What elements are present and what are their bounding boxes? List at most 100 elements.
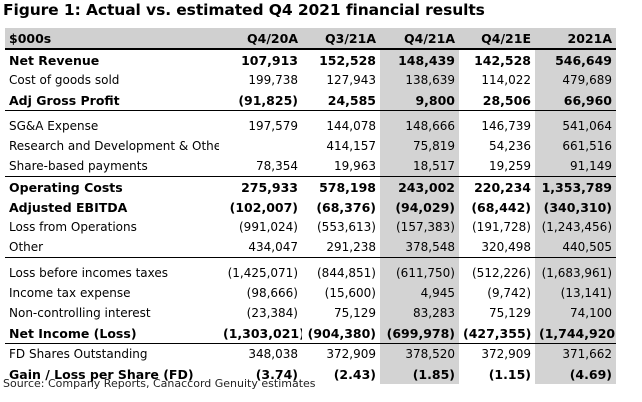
row-label: Loss before incomes taxes: [9, 265, 169, 280]
row-label: Adjusted EBITDA: [9, 199, 128, 215]
row-value: 142,528: [474, 52, 531, 68]
table-header-row: $000s Q4/20A Q3/21A Q4/21A Q4/21E 2021A: [5, 28, 616, 50]
row-value: 372,909: [326, 346, 376, 361]
row-value: 440,505: [535, 237, 616, 258]
row-value: (3.74): [255, 366, 298, 382]
row-value: 78,354: [256, 158, 298, 173]
header-col-2021a: 2021A: [535, 28, 616, 50]
row-value: 148,666: [380, 110, 459, 136]
row-value: 546,649: [535, 49, 616, 70]
row-value: 348,038: [248, 346, 298, 361]
row-value: 4,945: [380, 283, 459, 303]
row-value: 24,585: [302, 90, 380, 111]
header-col-q321a: Q3/21A: [302, 28, 380, 50]
row-label: Net Income (Loss): [5, 323, 219, 344]
row-value: (904,380): [302, 323, 380, 344]
row-value: (91,825): [219, 90, 302, 111]
row-value: (2.43): [333, 366, 376, 382]
row-value: 28,506: [459, 90, 535, 111]
row-value: (68,442): [471, 199, 531, 215]
row-label: SG&A Expense: [9, 118, 99, 133]
row-value: 144,078: [326, 118, 376, 133]
row-value: 138,639: [380, 70, 459, 90]
row-value: (427,355): [459, 323, 535, 344]
row-value: 19,963: [334, 158, 376, 173]
row-value: (512,226): [472, 265, 531, 280]
row-value: (699,978): [380, 323, 459, 344]
figure-title: Figure 1: Actual vs. estimated Q4 2021 f…: [3, 1, 485, 19]
row-value: 578,198: [302, 176, 380, 197]
row-value: (94,029): [380, 197, 459, 217]
row-value: (102,007): [229, 199, 298, 215]
row-value: 74,100: [535, 303, 616, 323]
row-label: Share-based payments: [9, 158, 148, 173]
row-value: (4.69): [535, 364, 616, 384]
row-value: 83,283: [380, 303, 459, 323]
row-value: 107,913: [241, 52, 298, 68]
table-row: Cost of goods sold 199,738 127,943 138,639 1…: [5, 70, 616, 90]
row-value: 18,517: [380, 156, 459, 177]
table-row: Loss from Operations (991,024) (553,613) (1…: [5, 217, 616, 237]
row-value: 479,689: [535, 70, 616, 90]
row-label: Research and Development & Other: [9, 138, 219, 153]
row-value: (1,303,021): [219, 323, 302, 344]
table-row: Research and Development & Other 414,157 7…: [5, 136, 616, 156]
row-value: (9,742): [487, 285, 531, 300]
row-value: 291,238: [302, 237, 380, 258]
row-label: Loss from Operations: [9, 219, 137, 234]
row-value: 146,739: [481, 118, 531, 133]
row-label: Net Revenue: [9, 52, 100, 68]
row-value: 320,498: [459, 237, 535, 258]
row-label: Income tax expense: [9, 285, 131, 300]
header-col-q420a: Q4/20A: [219, 28, 302, 50]
row-value: 197,579: [248, 118, 298, 133]
row-value: (1.15): [488, 366, 531, 382]
row-value: (340,310): [535, 197, 616, 217]
row-value: (1,683,961): [535, 257, 616, 283]
table-row: Operating Costs 275,933 578,198 243,002 220,…: [5, 176, 616, 197]
row-value: (191,728): [472, 219, 531, 234]
row-value: 378,520: [380, 343, 459, 364]
row-value: 1,353,789: [535, 176, 616, 197]
row-value: (98,666): [246, 285, 298, 300]
row-value: 148,439: [380, 49, 459, 70]
row-value: 199,738: [248, 72, 298, 87]
row-value: 75,129: [334, 305, 376, 320]
financial-results-table: $000s Q4/20A Q3/21A Q4/21A Q4/21E 2021A …: [5, 28, 616, 384]
row-value: (23,384): [246, 305, 298, 320]
row-value: 220,234: [459, 176, 535, 197]
table-row: Adjusted EBITDA (102,007) (68,376) (94,029)…: [5, 197, 616, 217]
table-row: FD Shares Outstanding 348,038 372,909 378,5…: [5, 343, 616, 364]
row-label: Operating Costs: [5, 176, 219, 197]
row-label: Gain / Loss per Share (FD): [9, 366, 194, 382]
row-value: (844,851): [317, 265, 376, 280]
row-value: 91,149: [535, 156, 616, 177]
row-value: 414,157: [326, 138, 376, 153]
row-value: 66,960: [535, 90, 616, 111]
row-label: Non-controlling interest: [9, 305, 151, 320]
row-value: (1,243,456): [535, 217, 616, 237]
row-value: 275,933: [219, 176, 302, 197]
row-value: (68,376): [316, 199, 376, 215]
table-row: Other 434,047 291,238 378,548 320,498 440,505: [5, 237, 616, 258]
table-row: Non-controlling interest (23,384) 75,129 83…: [5, 303, 616, 323]
row-label: Cost of goods sold: [9, 72, 120, 87]
row-value: 371,662: [535, 343, 616, 364]
row-value: 152,528: [319, 52, 376, 68]
header-col-q421a: Q4/21A: [380, 28, 459, 50]
table-row: SG&A Expense 197,579 144,078 148,666 146,739…: [5, 110, 616, 136]
row-value: 127,943: [326, 72, 376, 87]
source-note: Source: Company Reports, Canaccord Genui…: [3, 377, 316, 390]
row-label: FD Shares Outstanding: [9, 346, 148, 361]
row-value: 114,022: [481, 72, 531, 87]
row-value: 541,064: [535, 110, 616, 136]
row-value: 372,909: [481, 346, 531, 361]
header-units-label: $000s: [5, 28, 219, 50]
row-value: 19,259: [489, 158, 531, 173]
row-value: (15,600): [324, 285, 376, 300]
row-value: (13,141): [535, 283, 616, 303]
row-label: Other: [5, 237, 219, 258]
row-value: 75,819: [380, 136, 459, 156]
row-label: Adj Gross Profit: [5, 90, 219, 111]
row-value: (991,024): [239, 219, 298, 234]
